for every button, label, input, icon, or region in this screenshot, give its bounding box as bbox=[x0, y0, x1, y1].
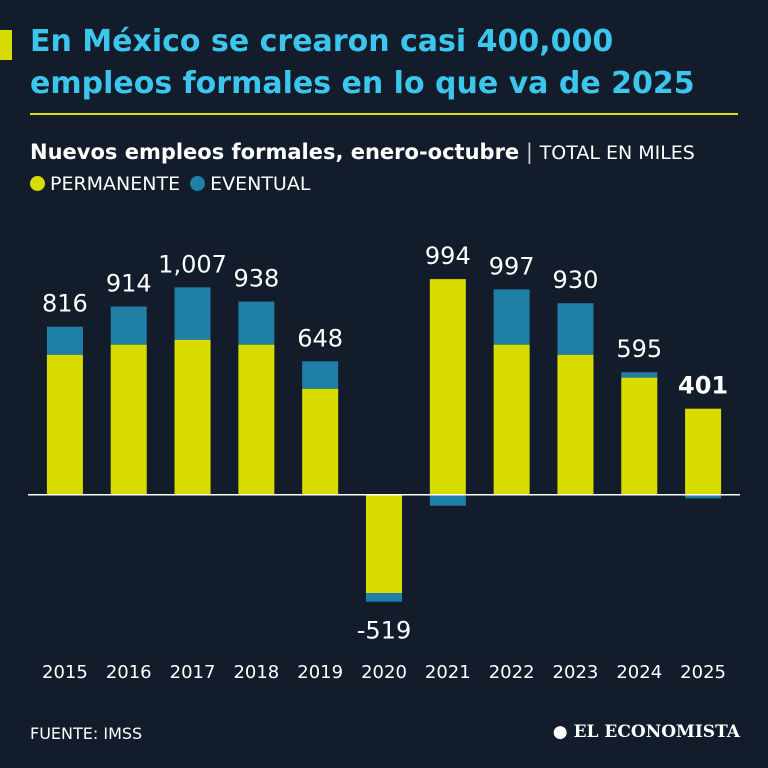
title-line: En México se crearon casi 400,000 bbox=[30, 24, 614, 59]
bar-segment bbox=[110, 344, 147, 495]
bar-segment bbox=[685, 494, 722, 499]
x-tick-label: 2023 bbox=[553, 662, 599, 683]
title-line: empleos formales en lo que va de 2025 bbox=[30, 66, 695, 101]
total-label: 930 bbox=[553, 266, 599, 294]
bar-segment bbox=[429, 279, 466, 495]
total-label: 914 bbox=[106, 270, 152, 298]
legend: PERMANENTE EVENTUAL bbox=[30, 173, 320, 195]
bar-segment bbox=[302, 388, 339, 495]
legend-label: PERMANENTE bbox=[50, 173, 181, 195]
legend-item: EVENTUAL bbox=[190, 173, 310, 195]
accent bbox=[0, 30, 12, 60]
bar-segment bbox=[174, 339, 211, 495]
rule bbox=[30, 113, 738, 115]
total-label: 648 bbox=[297, 324, 343, 352]
unit-label: TOTAL EN MILES bbox=[539, 142, 695, 164]
total-label: 994 bbox=[425, 242, 471, 270]
total-label: 401 bbox=[678, 372, 728, 400]
source: FUENTE: IMSS bbox=[30, 724, 143, 743]
total-label: 595 bbox=[616, 335, 662, 363]
brand-name: EL ECONOMISTA bbox=[573, 722, 740, 742]
x-tick-label: 2024 bbox=[616, 662, 662, 683]
subtitle-row: Nuevos empleos formales, enero-octubre |… bbox=[30, 140, 695, 164]
x-tick-label: 2015 bbox=[42, 662, 88, 683]
x-tick-label: 2020 bbox=[361, 662, 407, 683]
bar-segment bbox=[238, 344, 275, 495]
bar-segment bbox=[621, 372, 658, 378]
bar-segment bbox=[46, 354, 83, 495]
bar-segment bbox=[621, 377, 658, 495]
bar-segment bbox=[493, 289, 530, 345]
x-tick-label: 2019 bbox=[297, 662, 343, 683]
bar-segment bbox=[557, 354, 594, 495]
x-tick-label: 2021 bbox=[425, 662, 471, 683]
bar-segment bbox=[110, 306, 147, 345]
x-tick-label: 2025 bbox=[680, 662, 726, 683]
total-label: 816 bbox=[42, 290, 88, 318]
x-tick-label: 2022 bbox=[489, 662, 535, 683]
bar-segment bbox=[302, 361, 339, 389]
legend-item: PERMANENTE bbox=[30, 173, 180, 195]
total-label: 997 bbox=[489, 252, 535, 280]
bar-segment bbox=[238, 301, 275, 345]
total-label: 1,007 bbox=[158, 250, 227, 278]
legend-label: EVENTUAL bbox=[210, 173, 311, 195]
legend-swatch bbox=[30, 176, 45, 191]
bar-segment bbox=[557, 303, 594, 355]
x-tick-label: 2016 bbox=[106, 662, 152, 683]
x-tick-label: 2018 bbox=[233, 662, 279, 683]
bar-segment bbox=[493, 344, 530, 495]
bar-segment bbox=[366, 593, 402, 602]
total-label: 938 bbox=[233, 265, 279, 293]
x-tick-label: 2017 bbox=[170, 662, 216, 683]
bar-segment bbox=[174, 287, 211, 340]
bar-segment bbox=[366, 494, 402, 594]
subtitle: Nuevos empleos formales, enero-octubre bbox=[30, 140, 520, 164]
total-label: -519 bbox=[357, 617, 411, 645]
legend-swatch bbox=[190, 176, 206, 191]
bar-segment bbox=[46, 326, 83, 355]
bar-segment bbox=[429, 494, 466, 506]
bar-segment bbox=[685, 408, 722, 495]
brand: ● EL ECONOMISTA bbox=[552, 722, 740, 742]
